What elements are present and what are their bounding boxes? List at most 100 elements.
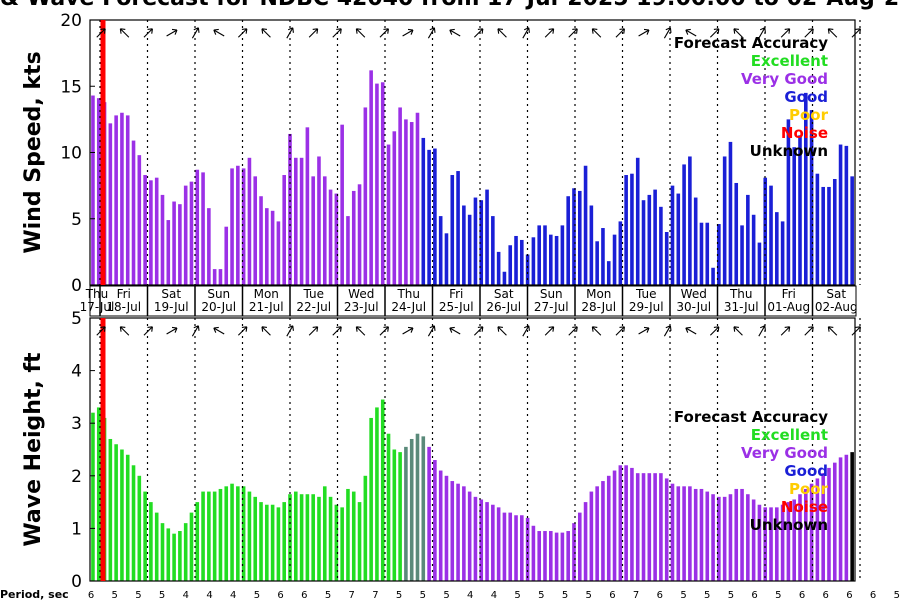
wind-bar — [659, 206, 663, 285]
period-value: 4 — [206, 590, 212, 600]
wind-bar — [253, 176, 258, 285]
day-name-label: Mon — [586, 287, 611, 301]
wind-bar — [693, 197, 698, 285]
wind-bar — [224, 226, 229, 285]
wind-bar — [676, 193, 681, 285]
direction-arrow-icon — [758, 27, 766, 39]
direction-arrow-icon — [780, 326, 791, 336]
wave-bar — [491, 504, 495, 581]
wind-bar — [322, 176, 327, 285]
period-value: 5 — [112, 590, 118, 600]
wave-bar — [253, 496, 258, 581]
wave-bar — [392, 449, 397, 581]
wave-bar — [288, 494, 292, 581]
wind-bar — [577, 190, 582, 285]
day-name-label: Fri — [449, 287, 463, 301]
wave-bar — [566, 531, 570, 581]
wind-bar — [728, 141, 733, 285]
wind-bar — [328, 189, 333, 285]
day-name-label: Thu — [85, 287, 109, 301]
direction-arrow-icon — [473, 28, 484, 38]
direction-arrow-icon — [261, 28, 271, 38]
period-value: 6 — [870, 590, 876, 600]
wind-bar — [491, 216, 495, 285]
wind-bar — [166, 220, 171, 285]
day-name-label: Mon — [254, 287, 279, 301]
wind-bar — [751, 214, 756, 285]
direction-arrow-icon — [733, 28, 743, 38]
wave-bar — [282, 502, 286, 581]
direction-arrow-icon — [685, 326, 697, 335]
wind-bar — [149, 180, 153, 285]
wave-bar — [549, 531, 553, 581]
period-value: 4 — [467, 590, 473, 600]
wave-bar — [317, 496, 321, 581]
wave-bar — [815, 478, 820, 581]
wind-bar — [809, 110, 814, 285]
wind-bar — [711, 267, 715, 285]
wind-bar — [456, 171, 460, 285]
wave-bar — [172, 533, 176, 581]
wave-bar — [438, 470, 443, 581]
wave-bar — [769, 507, 773, 581]
wind-bar — [618, 221, 623, 285]
wave-bar — [780, 504, 785, 581]
period-value: 5 — [538, 590, 544, 600]
wave-bar — [404, 446, 408, 581]
period-value: 7 — [372, 590, 378, 600]
direction-arrow-icon — [638, 28, 650, 37]
period-value: 5 — [443, 590, 449, 600]
wind-bar — [415, 112, 420, 285]
wind-bar — [705, 222, 710, 285]
direction-arrow-icon — [402, 28, 414, 37]
period-value: 7 — [349, 590, 355, 600]
wave-bar — [554, 532, 559, 581]
direction-arrow-icon — [286, 27, 294, 39]
wind-bar — [265, 208, 269, 285]
wave-bar — [195, 502, 200, 581]
legend-entry: Very Good — [741, 70, 828, 88]
legend-title: Forecast Accuracy — [674, 408, 828, 426]
wave-bar — [311, 494, 315, 581]
wave-bar — [178, 531, 182, 581]
legend-entry: Very Good — [741, 444, 828, 462]
wave-bar — [322, 486, 327, 581]
direction-arrow-icon — [191, 325, 200, 337]
wave-bar — [120, 449, 124, 581]
wind-bar — [473, 197, 478, 285]
period-value: 5 — [894, 590, 900, 600]
wave-bar — [618, 465, 623, 581]
y-tick-label: 0 — [71, 572, 82, 592]
wind-bar — [404, 119, 408, 286]
wave-bar — [143, 491, 147, 581]
wave-bar — [659, 473, 663, 581]
wind-bar — [595, 241, 599, 285]
wind-bar — [827, 186, 831, 285]
direction-arrow-icon — [473, 326, 484, 336]
y-tick-label: 3 — [71, 414, 82, 434]
direction-arrow-icon — [497, 326, 507, 336]
wind-bar — [560, 225, 565, 286]
direction-arrow-icon — [286, 325, 294, 337]
wave-bar — [577, 512, 582, 581]
direction-arrow-icon — [427, 27, 436, 39]
direction-arrow-icon — [591, 326, 602, 336]
wave-bar — [398, 452, 402, 581]
wave-bar — [230, 483, 234, 581]
wave-bar — [212, 491, 217, 581]
wave-bar — [751, 499, 756, 581]
direction-arrow-icon — [119, 28, 130, 38]
wind-bar — [844, 145, 849, 286]
wave-bar — [531, 525, 536, 581]
wave-bar — [270, 504, 275, 581]
wave-bar — [189, 512, 194, 581]
direction-arrow-icon — [497, 28, 507, 38]
wave-bar — [247, 491, 252, 581]
wind-bar — [699, 222, 704, 285]
wave-bar — [375, 407, 379, 581]
wave-bar — [299, 494, 304, 581]
direction-arrow-icon — [166, 326, 178, 335]
wind-bar — [114, 115, 118, 286]
wind-bar — [282, 175, 286, 285]
wave-bar — [207, 491, 211, 581]
